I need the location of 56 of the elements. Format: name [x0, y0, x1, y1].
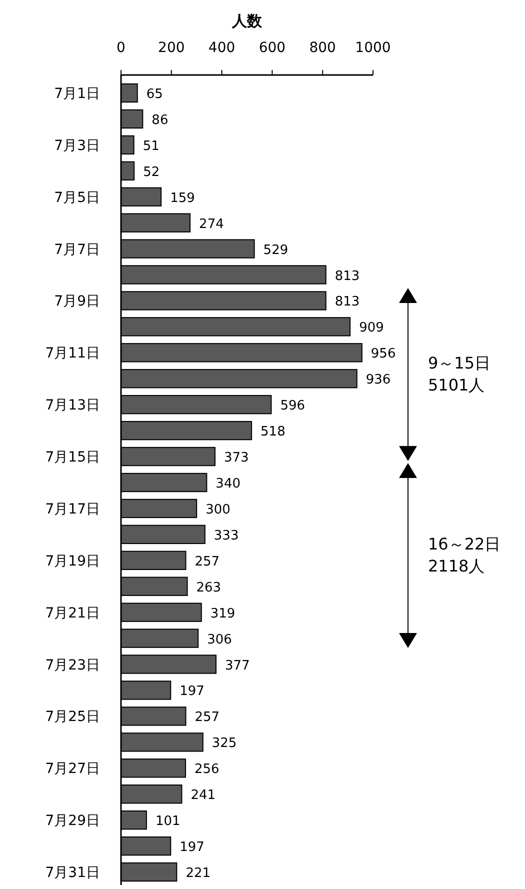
data-label: 52 — [143, 164, 160, 180]
data-label: 319 — [210, 606, 236, 622]
y-tick-label: 7月9日 — [54, 294, 100, 310]
y-tick-label: 7月15日 — [45, 450, 100, 466]
data-label: 159 — [170, 190, 195, 206]
y-tick-label: 7月17日 — [45, 501, 100, 518]
data-label: 197 — [180, 684, 204, 700]
x-tick-label: 1000 — [355, 40, 391, 56]
y-tick-label: 7月13日 — [45, 398, 100, 414]
data-label: 333 — [214, 528, 239, 544]
data-label: 909 — [359, 320, 384, 336]
data-label: 300 — [206, 502, 230, 518]
data-label: 377 — [225, 658, 250, 674]
y-tick-label: 7月21日 — [45, 605, 100, 622]
y-tick-label: 7月5日 — [54, 190, 100, 206]
data-label: 86 — [152, 112, 168, 128]
y-tick-label: 7月31日 — [45, 865, 100, 882]
data-label: 241 — [190, 788, 216, 804]
y-tick-label: 7月23日 — [45, 657, 100, 674]
y-tick-label: 7月7日 — [54, 242, 100, 258]
x-tick-label: 800 — [309, 40, 336, 56]
text: 9～15日 5101人 — [428, 354, 491, 394]
data-label: 813 — [334, 294, 360, 310]
x-tick-label: 400 — [208, 40, 236, 56]
x-tick-label: 600 — [258, 40, 286, 56]
data-label: 274 — [199, 216, 224, 232]
data-label: 197 — [180, 840, 204, 856]
data-label: 813 — [334, 268, 360, 284]
data-label: 257 — [194, 554, 220, 570]
data-label: 221 — [186, 866, 211, 882]
y-tick-label: 7月29日 — [45, 813, 100, 830]
y-tick-label: 7月11日 — [45, 346, 100, 362]
data-label: 340 — [216, 476, 241, 492]
x-axis-title: 人数 — [231, 12, 263, 30]
y-tick-label: 7月1日 — [54, 86, 100, 102]
x-tick-label: 0 — [116, 40, 126, 56]
data-label: 518 — [260, 424, 286, 440]
y-tick-label: 7月3日 — [54, 138, 100, 154]
data-label: 51 — [142, 138, 160, 154]
data-label: 529 — [263, 242, 288, 258]
data-label: 956 — [370, 346, 396, 362]
y-tick-label: 7月27日 — [45, 761, 100, 778]
data-label: 65 — [146, 86, 163, 102]
data-label: 325 — [212, 736, 237, 752]
data-label: 257 — [194, 710, 220, 726]
data-label: 306 — [207, 632, 232, 648]
data-label: 373 — [224, 450, 249, 466]
data-label: 596 — [280, 398, 306, 414]
x-tick-label: 200 — [158, 40, 185, 56]
data-label: 101 — [155, 814, 180, 830]
data-label: 256 — [194, 762, 220, 778]
y-tick-label: 7月25日 — [45, 709, 100, 726]
text: 16～22日 2118人 — [428, 534, 501, 576]
data-label: 936 — [366, 372, 391, 388]
data-label: 263 — [196, 580, 222, 596]
y-tick-label: 7月19日 — [45, 553, 100, 570]
